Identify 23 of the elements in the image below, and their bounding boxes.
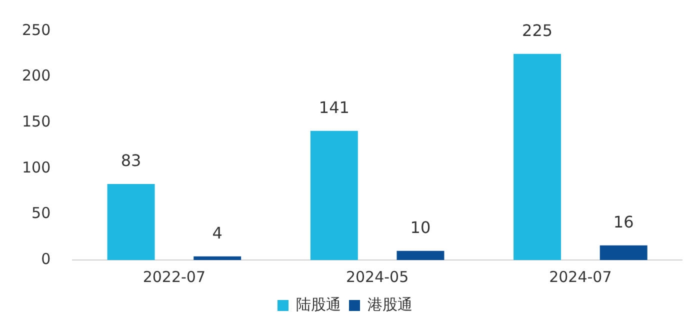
y-tick-label: 100 xyxy=(22,158,51,176)
data-label: 83 xyxy=(120,151,142,170)
data-label: 141 xyxy=(318,98,350,117)
x-tick-label: 2024-07 xyxy=(549,268,612,286)
bar xyxy=(396,250,444,260)
y-tick-label: 50 xyxy=(32,204,51,222)
legend-label: 港股通 xyxy=(368,295,412,314)
data-label: 10 xyxy=(410,218,431,237)
y-tick-label: 150 xyxy=(22,112,51,130)
bar xyxy=(514,54,562,260)
bar xyxy=(194,256,242,260)
x-tick-label: 2022-07 xyxy=(142,268,206,286)
y-tick-label: 200 xyxy=(22,66,51,85)
y-tick-label: 0 xyxy=(41,250,51,268)
data-label: 4 xyxy=(212,223,222,242)
bar xyxy=(310,130,358,260)
legend-label: 陆股通 xyxy=(296,295,341,314)
bar xyxy=(600,245,648,260)
x-tick-label: 2024-05 xyxy=(346,268,409,286)
y-tick-label: 250 xyxy=(22,20,51,39)
bar xyxy=(107,184,155,260)
data-label: 16 xyxy=(613,212,634,232)
data-label: 225 xyxy=(522,21,553,40)
